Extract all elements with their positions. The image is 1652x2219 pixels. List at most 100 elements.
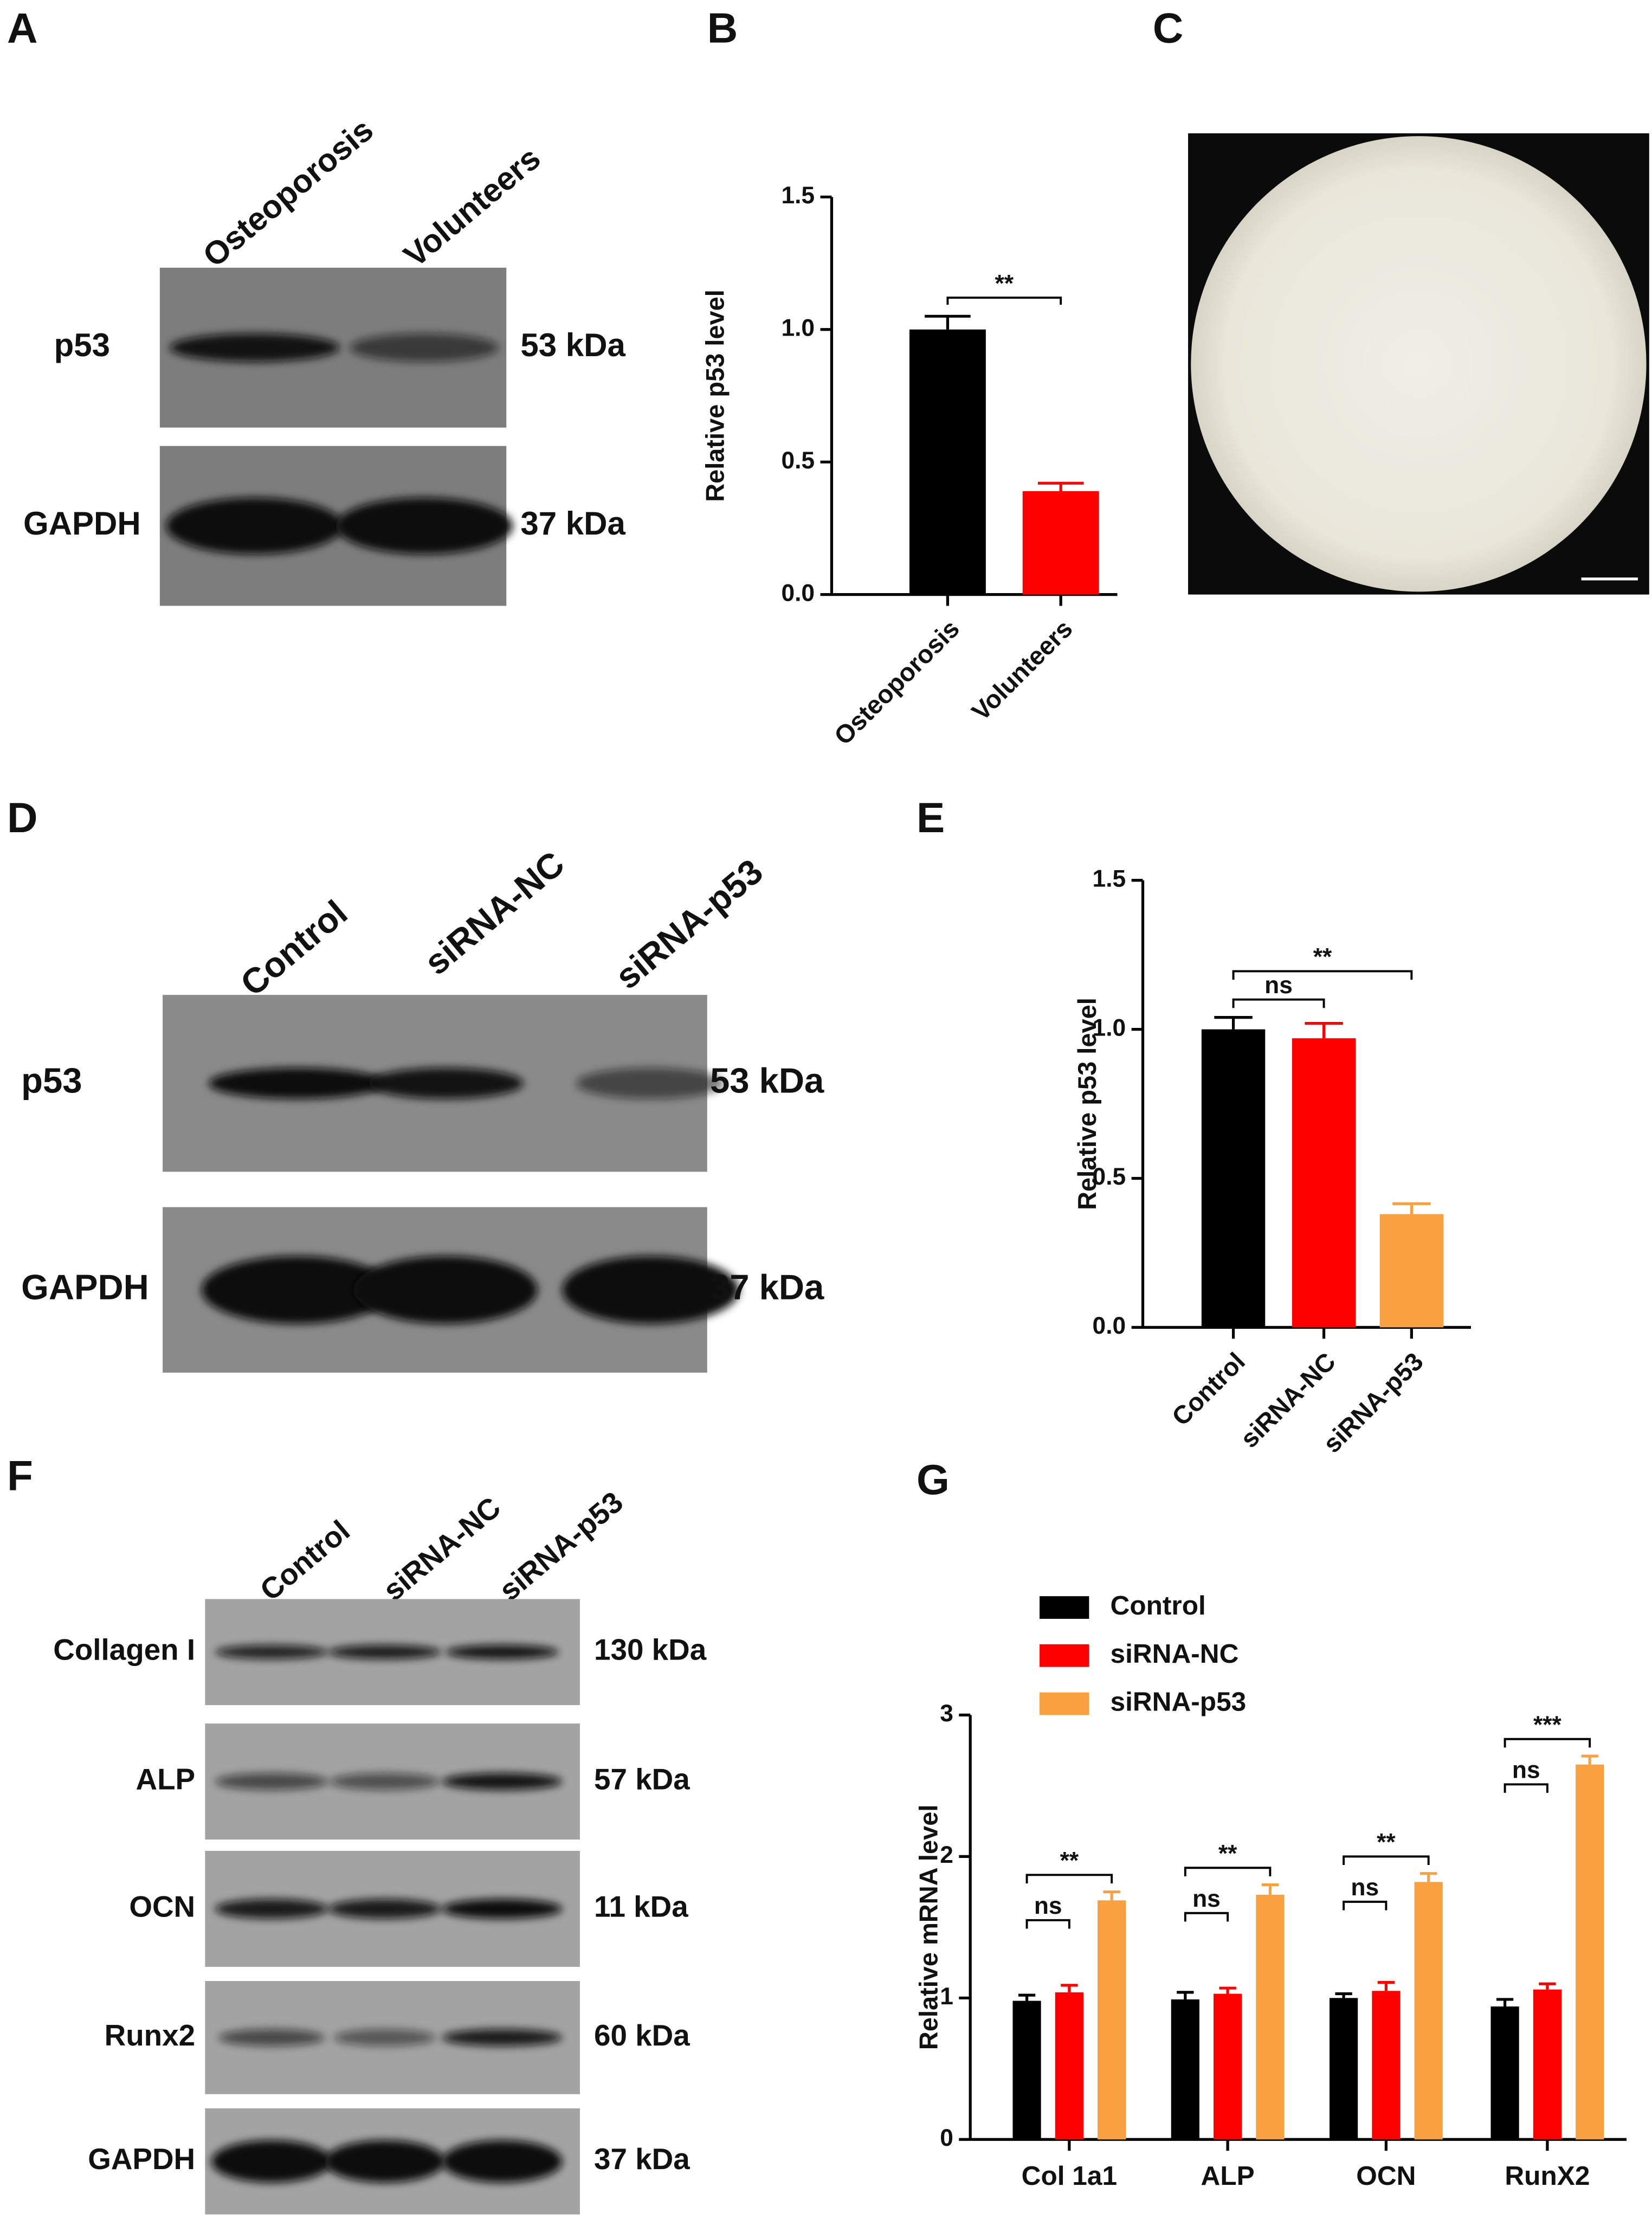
error-bar [1581, 1754, 1598, 1765]
error-bar [1539, 1982, 1556, 1990]
bar [1330, 1998, 1358, 2140]
band [576, 1067, 725, 1099]
bar [1022, 491, 1099, 595]
y-tick-label: 0.0 [1093, 1313, 1126, 1339]
error-bar [1219, 1986, 1236, 1994]
x-tick-label: ALP [1201, 2160, 1255, 2191]
x-tick-label: Volunteers [966, 614, 1078, 726]
panel-label: C [1153, 4, 1184, 52]
panel-label: F [7, 1451, 33, 1499]
error-bar [1177, 1991, 1194, 1999]
y-tick-label: 0.0 [781, 580, 815, 606]
error-bar [925, 314, 971, 330]
legend-label: siRNA-NC [1111, 1638, 1239, 1669]
bar [1533, 1989, 1561, 2140]
lane-label: Control [254, 1514, 356, 1607]
error-bar [1335, 1992, 1352, 1998]
lane-label: Volunteers [397, 140, 547, 274]
bar [1372, 1991, 1401, 2140]
size-label: 53 kDa [520, 327, 625, 363]
western-blot: Osteoporosis Volunteers p53 53 kDa GAPDH 37 k… [23, 111, 625, 606]
bar [1292, 1038, 1356, 1328]
band [333, 2029, 436, 2047]
size-label: 57 kDa [594, 1763, 690, 1796]
significance-bracket [1232, 998, 1325, 1008]
y-tick-label: 1.0 [781, 314, 815, 341]
size-label: 130 kDa [594, 1633, 707, 1667]
y-tick-label: 1.0 [1093, 1014, 1126, 1041]
significance-bracket [946, 297, 1062, 305]
protein-label: Runx2 [105, 2018, 195, 2052]
y-axis-label: Relative mRNA level [914, 1805, 943, 2050]
protein-label: Collagen I [53, 1633, 195, 1667]
error-bar [1305, 1022, 1343, 1039]
panel-label: D [7, 794, 38, 841]
bar [1171, 1999, 1199, 2140]
lane-label: siRNA-NC [377, 1490, 507, 1607]
panel-label: B [707, 4, 738, 52]
panel-label: E [917, 794, 945, 841]
error-bar [1496, 1998, 1514, 2006]
lane-label: siRNA-NC [417, 844, 572, 982]
panel-label: G [917, 1456, 950, 1503]
protein-label: GAPDH [21, 1267, 149, 1307]
y-axis-label: Relative p53 level [1073, 998, 1101, 1210]
size-label: 53 kDa [710, 1060, 824, 1100]
bar [1055, 1992, 1083, 2140]
lane-label: Osteoporosis [196, 111, 380, 274]
x-tick-label: OCN [1356, 2160, 1416, 2191]
size-label: 37 kDa [710, 1267, 824, 1307]
error-bar [1103, 1890, 1120, 1901]
significance-bracket [1025, 1919, 1070, 1929]
band [330, 1773, 440, 1790]
significance-label: ns [1192, 1886, 1221, 1912]
band [201, 1256, 393, 1324]
panel-c-micrograph [1188, 133, 1649, 595]
significance-label: *** [1533, 1712, 1562, 1738]
bar-chart: 0.0 0.5 1.0 1.5 Relative p53 level Osteoporos… [700, 182, 1118, 750]
western-blot: Control siRNA-NC siRNA-p53 p53 53 kDa GAPDH 37… [21, 844, 824, 1373]
bar [909, 329, 986, 595]
y-tick-label: 2 [940, 1842, 953, 1868]
significance-bracket [1343, 1855, 1430, 1866]
size-label: 37 kDa [520, 505, 625, 542]
band [170, 333, 340, 362]
band [218, 2029, 325, 2047]
lane-label: siRNA-p53 [608, 851, 770, 996]
y-tick-label: 0.5 [1093, 1163, 1126, 1190]
band [215, 1773, 328, 1790]
lane-label: Control [233, 892, 355, 1004]
protein-label: OCN [129, 1889, 195, 1923]
culture-dish [1191, 136, 1647, 592]
error-bar [1420, 1872, 1437, 1882]
y-tick-label: 1 [940, 1983, 953, 2010]
band [208, 1067, 386, 1099]
band [215, 1899, 328, 1919]
significance-label: ** [1218, 1840, 1237, 1867]
band [442, 2029, 563, 2047]
significance-bracket [1503, 1783, 1548, 1793]
significance-bracket [1025, 1874, 1113, 1883]
significance-bracket [1343, 1900, 1388, 1911]
y-tick-label: 1.5 [781, 182, 815, 209]
band [335, 497, 513, 555]
significance-label: ** [1377, 1829, 1396, 1856]
band [562, 1256, 739, 1324]
legend-label: Control [1111, 1590, 1206, 1620]
y-tick-label: 3 [940, 1700, 953, 1727]
significance-label: ns [1351, 1874, 1379, 1901]
band [211, 2140, 332, 2183]
size-label: 37 kDa [594, 2142, 690, 2176]
size-label: 60 kDa [594, 2018, 690, 2052]
band [324, 2140, 445, 2183]
significance-bracket [1503, 1738, 1591, 1748]
band [328, 1899, 442, 1919]
y-tick-label: 0 [940, 2125, 953, 2151]
error-bar [1061, 1984, 1078, 1992]
significance-bracket [1232, 970, 1413, 980]
error-bar [1037, 481, 1084, 491]
error-bar [1392, 1202, 1431, 1214]
